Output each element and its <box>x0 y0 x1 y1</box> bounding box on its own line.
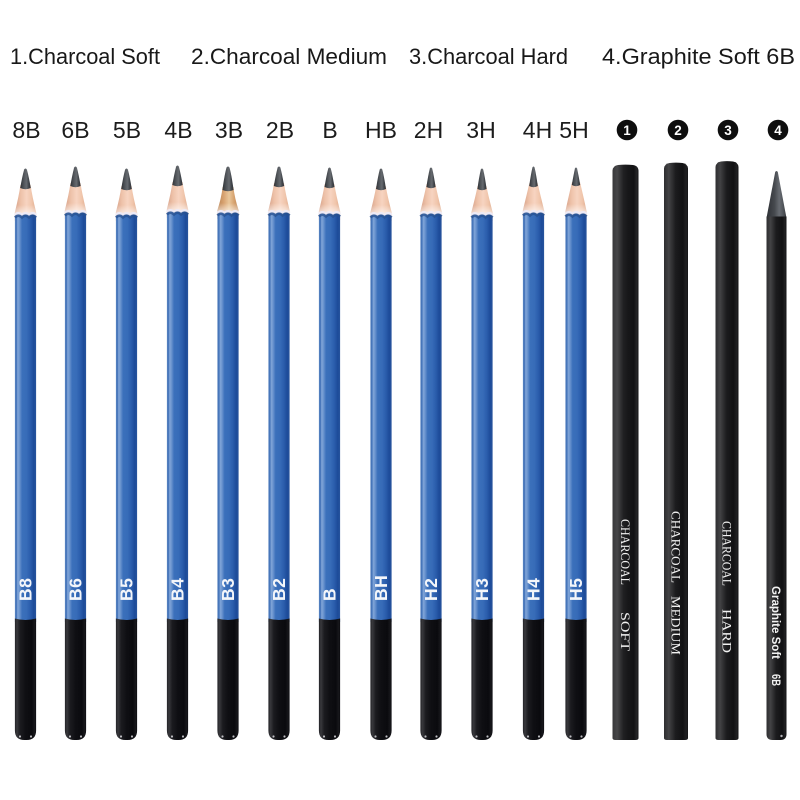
svg-text:4.Graphite Soft 6B: 4.Graphite Soft 6B <box>602 44 795 69</box>
svg-text:3B: 3B <box>215 117 243 143</box>
svg-text:Graphite Soft: Graphite Soft <box>769 586 781 659</box>
svg-text:1: 1 <box>623 123 631 138</box>
svg-text:CHARCOAL: CHARCOAL <box>618 519 633 585</box>
svg-text:2.Charcoal Medium: 2.Charcoal Medium <box>191 44 387 69</box>
svg-text:5B: 5B <box>113 117 141 143</box>
svg-text:CHARCOAL: CHARCOAL <box>668 511 683 583</box>
svg-text:B4: B4 <box>168 578 188 601</box>
svg-text:B6: B6 <box>66 578 86 601</box>
svg-text:MEDIUM: MEDIUM <box>668 596 683 655</box>
svg-text:B2: B2 <box>269 578 289 601</box>
svg-text:B: B <box>322 117 337 143</box>
svg-text:2B: 2B <box>266 117 294 143</box>
svg-text:4: 4 <box>774 123 782 138</box>
svg-text:3.Charcoal Hard: 3.Charcoal Hard <box>409 44 568 69</box>
svg-text:HARD: HARD <box>719 609 734 653</box>
svg-text:H4: H4 <box>524 578 544 601</box>
svg-text:H3: H3 <box>472 578 492 601</box>
svg-text:4H: 4H <box>523 117 552 143</box>
svg-text:6B: 6B <box>769 674 781 686</box>
svg-text:1.Charcoal Soft: 1.Charcoal Soft <box>10 44 161 69</box>
svg-text:H2: H2 <box>421 578 441 601</box>
svg-text:6B: 6B <box>61 117 89 143</box>
svg-text:HB: HB <box>365 117 397 143</box>
svg-text:2H: 2H <box>414 117 443 143</box>
svg-text:CHARCOAL: CHARCOAL <box>719 521 734 586</box>
svg-text:H5: H5 <box>566 578 586 601</box>
svg-text:B3: B3 <box>218 578 238 601</box>
svg-text:2: 2 <box>674 123 682 138</box>
svg-text:8B: 8B <box>12 117 40 143</box>
svg-text:3H: 3H <box>466 117 495 143</box>
svg-text:BH: BH <box>371 575 391 601</box>
svg-text:B8: B8 <box>16 578 36 601</box>
svg-text:B: B <box>320 588 340 601</box>
svg-text:3: 3 <box>724 123 732 138</box>
svg-text:5H: 5H <box>559 117 588 143</box>
svg-text:B5: B5 <box>117 578 137 601</box>
svg-text:4B: 4B <box>164 117 192 143</box>
svg-text:SOFT: SOFT <box>618 612 633 651</box>
